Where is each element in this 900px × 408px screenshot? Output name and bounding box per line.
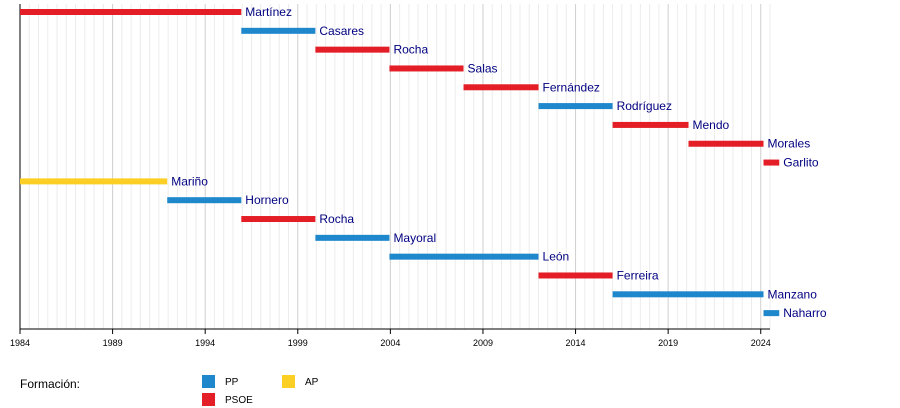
x-tick-label: 1994 (195, 338, 215, 348)
name-label: Rodríguez (617, 99, 672, 113)
tenure-bar (612, 121, 689, 128)
name-label: Mariño (171, 174, 208, 188)
legend: Formación: PP PSOE AP (20, 375, 319, 406)
name-label: Rocha (393, 43, 428, 57)
name-label: Salas (468, 61, 498, 75)
name-label: Mayoral (393, 231, 436, 245)
tenure-bar (688, 140, 764, 147)
x-tick-label: 2014 (566, 338, 586, 348)
tenure-bars (20, 9, 780, 317)
tenure-bar (538, 272, 613, 279)
legend-title: Formación: (20, 377, 80, 391)
tenure-bar (463, 84, 539, 91)
legend-label: AP (305, 377, 319, 388)
tenure-bar (241, 216, 316, 223)
grid-lines (19, 4, 771, 329)
tenure-bar (167, 197, 242, 204)
name-label: Casares (319, 24, 364, 38)
x-tick-label: 2004 (380, 338, 400, 348)
name-label: Ferreira (617, 268, 659, 282)
tenure-bar (763, 159, 780, 166)
name-labels: Martínez Casares Rocha Salas Fernández Rodríg… (171, 5, 827, 320)
x-tick-label: 1984 (10, 338, 30, 348)
x-tick-label: 1989 (103, 338, 123, 348)
x-tick-label: 2024 (751, 338, 771, 348)
tenure-bar (20, 9, 242, 15)
tenure-bar (315, 234, 390, 241)
name-label: Fernández (543, 80, 600, 94)
legend-swatch (202, 393, 215, 406)
name-label: Naharro (783, 306, 827, 320)
x-tick-label: 2009 (473, 338, 493, 348)
tenure-bar (241, 27, 316, 34)
tenure-bar (389, 65, 464, 72)
name-label: Mendo (693, 118, 730, 132)
tenure-bar (763, 310, 780, 317)
legend-swatch (282, 375, 295, 388)
name-label: Manzano (768, 287, 818, 301)
name-label: Garlito (783, 156, 819, 170)
x-tick-label: 1999 (288, 338, 308, 348)
legend-label: PP (225, 377, 239, 388)
tenure-bar (612, 291, 764, 298)
time-axis: 1984 1989 1994 1999 2004 2009 2014 2019 2024 (10, 4, 771, 348)
tenure-bar (315, 46, 390, 53)
name-label: Martínez (245, 5, 292, 19)
tenure-bar (20, 178, 168, 185)
name-label: Rocha (319, 212, 354, 226)
tenure-bar (389, 253, 539, 260)
legend-label: PSOE (225, 395, 253, 406)
name-label: Hornero (245, 193, 289, 207)
legend-swatch (202, 375, 215, 388)
tenure-bar (538, 103, 613, 110)
name-label: León (543, 250, 570, 264)
name-label: Morales (768, 137, 811, 151)
x-tick-label: 2019 (658, 338, 678, 348)
